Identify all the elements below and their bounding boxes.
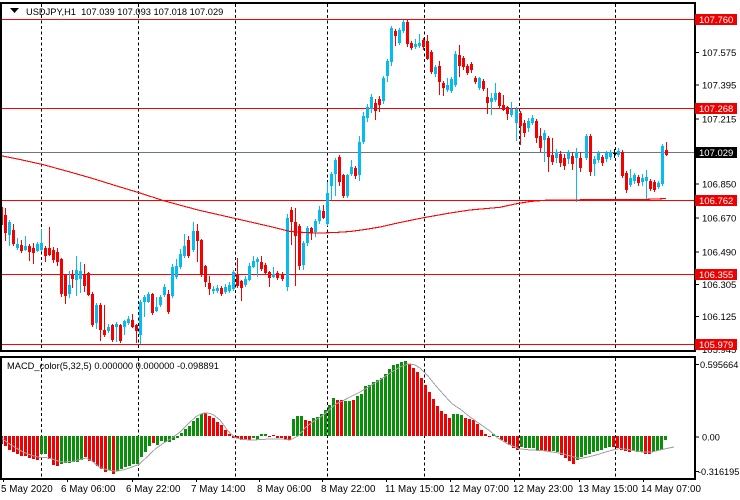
- svg-text:107.029: 107.029: [699, 148, 733, 159]
- svg-text:106.850: 106.850: [702, 180, 736, 191]
- svg-text:106.670: 106.670: [702, 214, 736, 225]
- svg-text:6 May 22:00: 6 May 22:00: [126, 484, 181, 495]
- svg-text:106.125: 106.125: [702, 312, 736, 323]
- svg-text:107.395: 107.395: [702, 81, 736, 92]
- svg-text:12 May 23:00: 12 May 23:00: [513, 484, 573, 495]
- svg-text:0.00: 0.00: [702, 433, 720, 443]
- svg-text:106.490: 106.490: [702, 248, 736, 259]
- svg-text:MACD_color(5,32,5) 0.000000 0.: MACD_color(5,32,5) 0.000000 0.000000 -0.…: [7, 361, 219, 371]
- svg-text:5 May 2020: 5 May 2020: [1, 484, 53, 495]
- svg-text:11 May 15:00: 11 May 15:00: [385, 484, 445, 495]
- svg-text:107.268: 107.268: [699, 104, 733, 115]
- svg-text:0.595664: 0.595664: [700, 360, 738, 370]
- svg-text:107.760: 107.760: [699, 15, 733, 26]
- svg-text:13 May 15:00: 13 May 15:00: [578, 484, 638, 495]
- svg-text:14 May 07:00: 14 May 07:00: [641, 484, 701, 495]
- svg-text:105.979: 105.979: [699, 340, 733, 351]
- svg-text:12 May 07:00: 12 May 07:00: [449, 484, 509, 495]
- svg-text:107.575: 107.575: [702, 48, 736, 59]
- svg-text:8 May 06:00: 8 May 06:00: [257, 484, 312, 495]
- svg-text:105.945: 105.945: [702, 345, 736, 356]
- svg-text:6 May 06:00: 6 May 06:00: [61, 484, 116, 495]
- svg-text:107.215: 107.215: [702, 115, 736, 126]
- svg-text:-0.316195: -0.316195: [698, 467, 739, 477]
- svg-text:USDJPY,H1 107.039 107.093 107: USDJPY,H1 107.039 107.093 107.018 107.02…: [26, 7, 223, 17]
- svg-text:106.355: 106.355: [699, 270, 733, 281]
- svg-text:7 May 14:00: 7 May 14:00: [191, 484, 246, 495]
- svg-text:106.762: 106.762: [699, 196, 733, 207]
- svg-text:8 May 22:00: 8 May 22:00: [321, 484, 376, 495]
- svg-text:106.305: 106.305: [702, 280, 736, 291]
